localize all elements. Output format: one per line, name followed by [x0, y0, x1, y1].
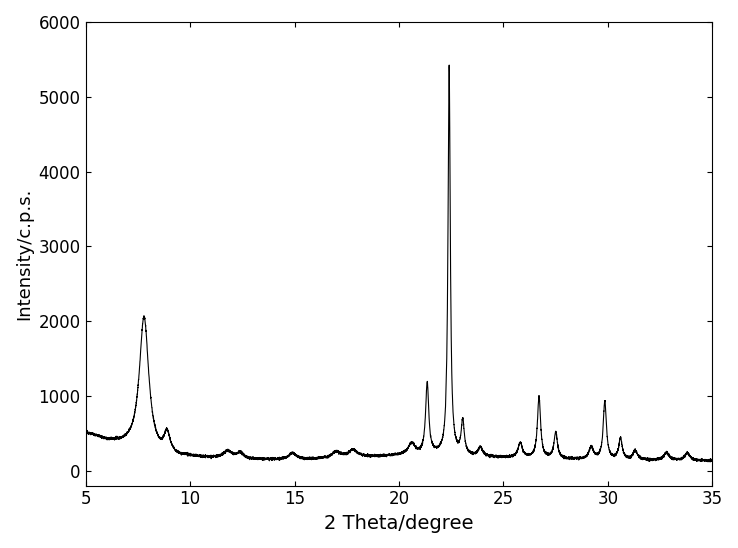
X-axis label: 2 Theta/degree: 2 Theta/degree [324, 514, 474, 533]
Y-axis label: Intensity/c.p.s.: Intensity/c.p.s. [15, 187, 33, 320]
